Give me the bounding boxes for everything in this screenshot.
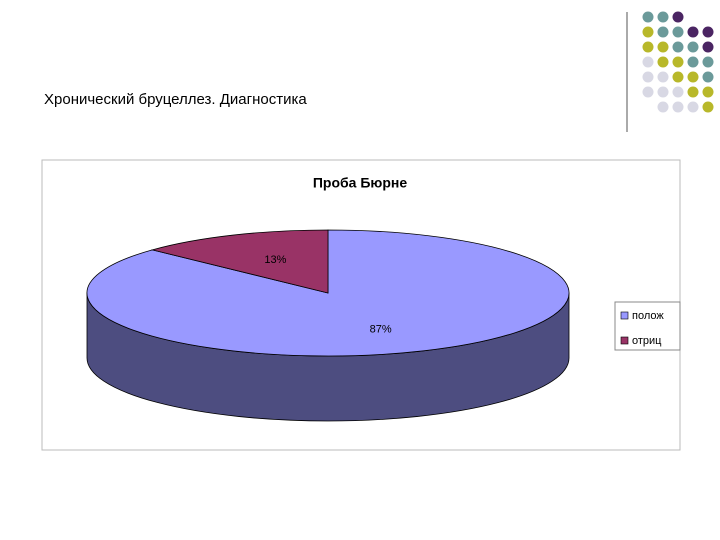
legend-swatch [620,311,629,320]
dot [702,56,714,68]
dot [657,41,669,53]
dot [672,11,684,23]
dot [687,41,699,53]
dot [687,101,699,113]
dot [687,86,699,98]
slice [86,229,570,357]
dot [702,101,714,113]
dot [657,26,669,38]
slice [150,229,329,294]
dot [642,41,654,53]
dot [642,26,654,38]
legend-label: полож [632,310,664,322]
dot [657,56,669,68]
dot [702,41,714,53]
dot [687,26,699,38]
dot [657,101,669,113]
dot [657,11,669,23]
slide-title: Хронический бруцеллез. Диагностика [44,91,307,108]
dot [687,71,699,83]
dot [642,71,654,83]
dot [657,86,669,98]
dot [687,56,699,68]
dot [702,71,714,83]
dot [642,11,654,23]
dot [672,41,684,53]
dot [702,26,714,38]
dot [702,86,714,98]
dot [642,86,654,98]
legend-swatch [620,336,629,345]
dot [657,71,669,83]
dot [642,56,654,68]
dot [672,86,684,98]
dot [672,71,684,83]
legend-label: отриц [632,335,662,347]
dot [672,26,684,38]
data-label: 87% [370,324,392,336]
dot [672,56,684,68]
dot [672,101,684,113]
chart-title: Проба Бюрне [313,175,408,191]
data-label: 13% [264,254,286,266]
decoration-dots [642,11,714,113]
